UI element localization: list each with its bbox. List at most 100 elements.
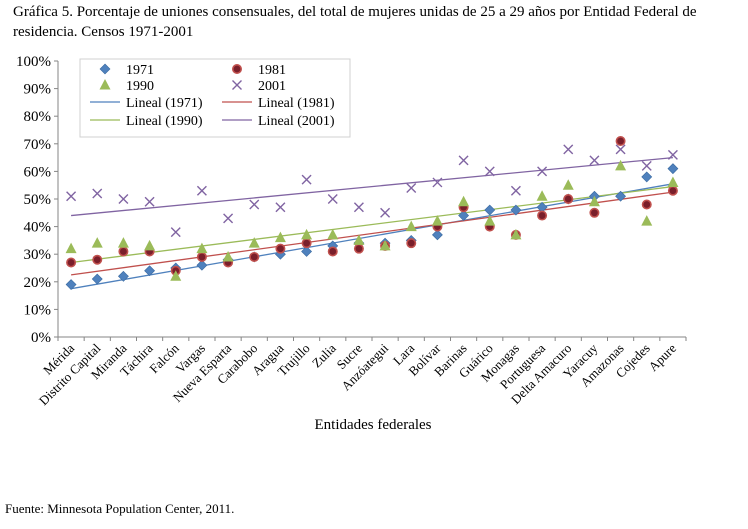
data-point-1981: [118, 246, 129, 257]
y-tick-label: 20%: [24, 275, 52, 291]
data-point-1981: [196, 251, 207, 262]
x-tick-label: Zulia: [309, 340, 339, 370]
y-tick-labels: 0% 10% 20% 30% 40% 50% 60% 70% 80% 90% 100%: [16, 54, 58, 346]
data-point-2001: [380, 207, 391, 218]
data-point-1990: [431, 215, 443, 226]
data-point-1981: [353, 243, 364, 254]
data-point-1990: [327, 228, 339, 240]
data-point-1990: [458, 195, 470, 207]
data-point-1981: [92, 254, 103, 265]
data-point-1971: [667, 163, 679, 175]
data-point-1990: [144, 239, 156, 251]
data-point-1990: [615, 159, 627, 171]
legend-label-trend: Lineal (1981): [258, 96, 335, 111]
data-point-1971: [65, 279, 77, 290]
data-point-2001: [537, 166, 548, 177]
data-point-1971: [91, 273, 103, 285]
data-point-1990: [484, 215, 496, 226]
data-point-1990: [641, 215, 653, 226]
y-tick-label: 10%: [24, 302, 52, 318]
y-tick-label: 100%: [16, 54, 51, 70]
data-point-2001: [249, 199, 260, 210]
data-point-1990: [222, 250, 234, 262]
data-point-1981: [66, 257, 77, 268]
data-point-2001: [144, 196, 155, 207]
legend-label-1990: 1990: [126, 79, 154, 94]
data-point-2001: [327, 194, 338, 204]
data-point-2001: [353, 202, 364, 213]
y-tick-label: 90%: [24, 82, 52, 98]
data-point-1971: [484, 204, 496, 216]
trendline: [71, 156, 673, 217]
data-point-2001: [223, 213, 234, 224]
data-point-1990: [379, 239, 391, 251]
data-point-1981: [641, 199, 652, 210]
data-point-2001: [667, 149, 678, 160]
data-point-1981: [589, 207, 600, 218]
legend-label-trend: Lineal (1990): [126, 114, 203, 129]
chart-title: Gráfica 5. Porcentaje de uniones consens…: [13, 4, 697, 40]
data-point-1990: [562, 179, 574, 190]
data-point-1990: [353, 234, 365, 245]
data-point-2001: [458, 155, 469, 166]
data-point-2001: [301, 174, 312, 185]
data-point-1971: [458, 210, 470, 221]
legend: 1971 1981 1990 2001 Lineal (1971) Lineal (198…: [79, 58, 351, 138]
data-point-1971: [510, 204, 522, 216]
y-tick-label: 70%: [24, 137, 52, 153]
trendline: [70, 183, 674, 290]
data-points: [65, 136, 679, 290]
data-point-2001: [406, 182, 417, 193]
trendline: [71, 185, 673, 264]
legend-marker-2001: [232, 80, 242, 90]
data-point-2001: [510, 185, 521, 196]
y-tick-label: 30%: [24, 247, 52, 263]
legend-marker-1971: [99, 63, 111, 75]
data-point-1981: [301, 238, 312, 249]
data-point-1981: [275, 243, 286, 254]
data-point-1971: [196, 259, 208, 271]
data-point-2001: [484, 166, 495, 177]
data-point-1990: [248, 237, 260, 248]
data-point-2001: [196, 185, 207, 196]
data-point-2001: [432, 177, 443, 188]
data-point-1971: [431, 229, 443, 241]
data-point-1990: [301, 228, 313, 240]
data-point-1990: [667, 176, 679, 187]
data-point-1990: [170, 270, 182, 281]
data-point-1981: [537, 210, 548, 221]
y-tick-label: 50%: [24, 192, 52, 208]
data-point-1990: [65, 242, 77, 254]
y-tick-label: 0%: [31, 330, 51, 346]
data-point-1981: [667, 185, 678, 196]
legend-label-1971: 1971: [126, 63, 154, 78]
trendline: [70, 191, 674, 276]
data-point-2001: [170, 227, 181, 238]
legend-label-2001: 2001: [258, 79, 286, 94]
y-tick-label: 80%: [24, 109, 52, 125]
data-point-1990: [117, 237, 129, 248]
data-point-1971: [615, 190, 627, 202]
data-point-1990: [536, 190, 548, 201]
data-point-2001: [66, 191, 77, 202]
data-point-1990: [91, 237, 103, 248]
data-point-1971: [117, 270, 129, 282]
data-point-1990: [510, 228, 522, 240]
y-tick-label: 40%: [24, 220, 52, 236]
data-point-1971: [641, 171, 653, 183]
data-point-2001: [615, 144, 626, 155]
data-point-1981: [615, 136, 626, 147]
data-point-2001: [589, 155, 600, 166]
data-point-1981: [249, 251, 260, 262]
legend-label-trend: Lineal (2001): [258, 114, 335, 129]
source-note: Fuente: Minnesota Population Center, 201…: [5, 501, 235, 516]
data-point-1981: [563, 194, 574, 205]
data-point-1990: [405, 220, 417, 232]
legend-label-1981: 1981: [258, 63, 286, 78]
data-point-1971: [301, 246, 313, 257]
data-point-1990: [274, 231, 286, 243]
data-point-1981: [406, 238, 417, 249]
legend-marker-1990: [99, 79, 111, 90]
